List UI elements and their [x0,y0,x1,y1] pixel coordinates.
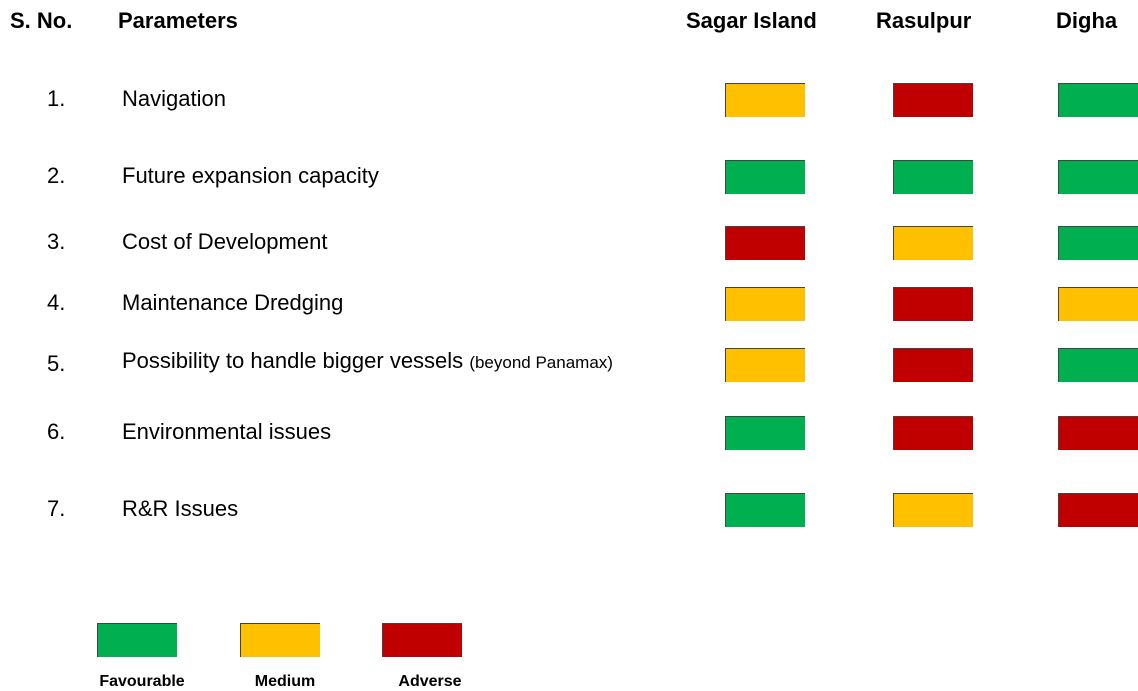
serial-number: 6. [47,419,66,444]
rating-box [1058,160,1138,194]
legend-swatch [382,623,462,657]
rating-box [893,287,973,321]
serial-number: 3. [47,229,66,254]
rating-box [1058,226,1138,260]
rating-box [893,348,973,382]
parameter: R&R Issues [122,496,239,521]
rating-box [1058,493,1138,527]
parameter: Future expansion capacity [122,163,379,188]
rating-box [725,493,805,527]
legend-swatch [240,623,320,657]
serial-number: 4. [47,290,66,315]
rating-box [1058,348,1138,382]
rating-box [1058,287,1138,321]
rating-box [725,83,805,117]
rating-box [725,226,805,260]
parameter-text: Possibility to handle bigger vessels [122,348,464,373]
rating-box [1058,83,1138,117]
legend-label: Adverse [398,673,462,690]
column-header: Rasulpur [876,8,972,33]
parameter: Navigation [122,86,226,111]
rating-box [1058,416,1138,450]
parameter-note: (beyond Panamax) [469,353,613,372]
rating-box [893,83,973,117]
serial-number: 2. [47,163,66,188]
parameter: Environmental issues [122,419,332,444]
serial-number: 5. [47,351,66,376]
serial-number: 1. [47,86,66,111]
rating-box [725,416,805,450]
column-header: Digha [1056,8,1118,33]
rating-box [725,348,805,382]
rating-box [725,160,805,194]
serial-number: 7. [47,496,66,521]
rating-box [893,416,973,450]
column-header: Parameters [118,8,238,33]
parameter: Possibility to handle bigger vessels (be… [122,349,622,375]
rating-box [893,160,973,194]
rating-box [725,287,805,321]
column-header: Sagar Island [686,8,817,33]
rating-box [893,493,973,527]
legend-swatch [97,623,177,657]
parameter: Maintenance Dredging [122,290,344,315]
column-header: S. No. [10,8,73,33]
rating-box [893,226,973,260]
legend-label: Medium [254,673,316,690]
legend-label: Favourable [99,673,185,690]
parameter: Cost of Development [122,229,328,254]
